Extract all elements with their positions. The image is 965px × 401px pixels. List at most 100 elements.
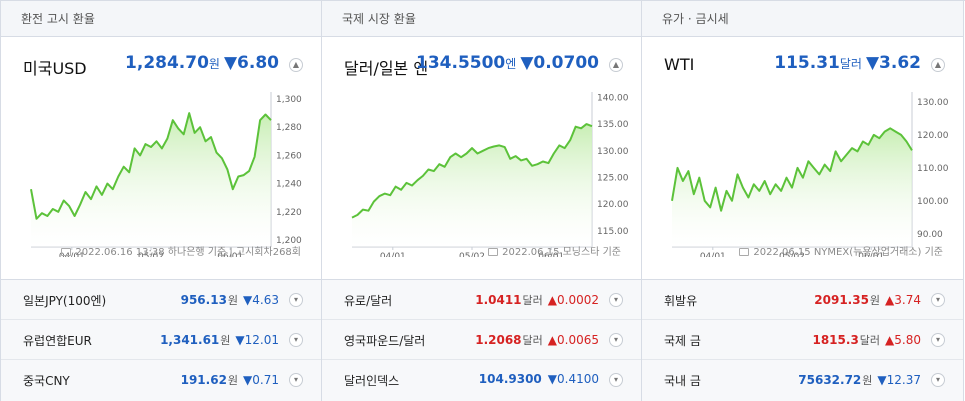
collapse-toggle-icon[interactable]: ▲ (289, 58, 303, 72)
y-tick-label: 100.00 (917, 197, 949, 207)
quote-label[interactable]: 유럽연합EUR (23, 334, 92, 348)
quote-number: 1.0411 (475, 293, 522, 307)
quote-label[interactable]: 영국파운드/달러 (344, 334, 426, 348)
main-change: ▼6.80 (223, 53, 279, 73)
expand-icon[interactable]: ▾ (289, 333, 303, 347)
x-tick-label: 05/02 (779, 252, 805, 257)
source-note: 2022.06.15 NYMEX(뉴욕상업거래소) 기준 (739, 243, 943, 258)
y-tick-label: 130.00 (597, 147, 629, 157)
quote-row[interactable]: 국내 금 75632.72원 ▼12.37 ▾ (642, 360, 963, 401)
quote-value: 1.0411달러 ▲0.0002 (475, 292, 599, 308)
quote-number: 2091.35 (814, 293, 869, 307)
y-tick-label: 120.00 (597, 200, 629, 210)
area-fill (352, 124, 592, 247)
document-icon (488, 248, 499, 256)
series-line (351, 123, 593, 219)
source-text: 2022.06.15 모닝스타 기준 (502, 247, 621, 258)
source-text: 2022.06.16 13:38 하나은행 기준 | 고시회차268회 (75, 247, 301, 258)
quote-label[interactable]: 달러인덱스 (344, 374, 400, 388)
x-tick-label: 06/01 (538, 252, 564, 257)
y-tick-label: 110.00 (917, 164, 949, 174)
collapse-toggle-icon[interactable]: ▲ (609, 58, 623, 72)
quote-row[interactable]: 휘발유 2091.35원 ▲3.74 ▾ (642, 280, 963, 320)
quote-number: 191.62 (180, 373, 227, 387)
quote-number: 956.13 (180, 293, 227, 307)
quote-label[interactable]: 국내 금 (664, 374, 701, 388)
main-value: 134.5500엔 ▼0.0700 (416, 53, 599, 73)
quote-value: 956.13원 ▼4.63 (181, 292, 279, 308)
main-number: 134.5500 (416, 53, 506, 73)
expand-icon[interactable]: ▾ (931, 333, 945, 347)
quote-change: ▼0.71 (243, 373, 279, 387)
main-change: ▼0.0700 (520, 53, 599, 73)
expand-icon[interactable]: ▾ (289, 293, 303, 307)
quote-value: 104.9300 ▼0.4100 (479, 372, 599, 386)
x-tick-label: 04/01 (700, 252, 726, 257)
wti-chart: 130.00 120.00 110.00 100.00 90.00 04/01 05/02 0… (671, 92, 949, 257)
quote-row[interactable]: 유로/달러 1.0411달러 ▲0.0002 ▾ (322, 280, 641, 320)
quote-row[interactable]: 영국파운드/달러 1.2068달러 ▲0.0065 ▾ (322, 320, 641, 360)
quote-label[interactable]: 휘발유 (664, 294, 698, 308)
main-unit: 달러 (839, 57, 862, 71)
quote-change: ▼0.4100 (547, 372, 599, 386)
main-number: 115.31 (774, 53, 840, 73)
x-tick-label: 04/01 (59, 252, 85, 257)
main-panel[interactable]: 달러/일본 엔 134.5500엔 ▼0.0700 ▲ 140.00 135.00 1… (322, 37, 641, 277)
usd-jpy-chart: 140.00 135.00 130.00 125.00 120.00 115.00 04/0… (351, 92, 629, 257)
quote-label[interactable]: 일본JPY(100엔) (23, 294, 107, 308)
quote-number: 1.2068 (475, 333, 522, 347)
main-title[interactable]: 미국USD (23, 59, 87, 78)
source-text: 2022.06.15 NYMEX(뉴욕상업거래소) 기준 (753, 247, 943, 258)
expand-icon[interactable]: ▾ (609, 373, 623, 387)
quote-change: ▲5.80 (885, 333, 921, 347)
quote-row[interactable]: 달러인덱스 104.9300 ▼0.4100 ▾ (322, 360, 641, 401)
document-icon (739, 248, 750, 256)
usd-chart: 1,300 1,280 1,260 1,240 1,220 1,200 04/01 05/02… (30, 92, 302, 257)
quote-unit: 원 (220, 334, 231, 347)
y-tick-label: 1,300 (276, 95, 302, 105)
quote-label[interactable]: 유로/달러 (344, 294, 393, 308)
y-tick-label: 1,200 (276, 236, 302, 246)
column-header: 국제 시장 환율 (322, 1, 641, 37)
collapse-toggle-icon[interactable]: ▲ (931, 58, 945, 72)
quote-row[interactable]: 일본JPY(100엔) 956.13원 ▼4.63 ▾ (1, 280, 321, 320)
main-number: 1,284.70 (125, 53, 209, 73)
quote-number: 75632.72 (798, 373, 862, 387)
y-tick-label: 130.00 (917, 98, 949, 108)
y-tick-label: 125.00 (597, 174, 629, 184)
main-title[interactable]: WTI (664, 55, 695, 74)
quote-label[interactable]: 국제 금 (664, 334, 701, 348)
quote-list: 일본JPY(100엔) 956.13원 ▼4.63 ▾ 유럽연합EUR 1,341.61… (1, 279, 321, 401)
quote-unit: 원 (862, 374, 873, 387)
y-tick-label: 115.00 (597, 227, 629, 237)
quote-value: 1815.3달러 ▲5.80 (812, 332, 921, 348)
quote-unit: 원 (227, 294, 239, 307)
quote-row[interactable]: 중국CNY 191.62원 ▼0.71 ▾ (1, 360, 321, 401)
main-panel[interactable]: 미국USD 1,284.70원 ▼6.80 ▲ 1,300 1,280 1,260 1,… (1, 37, 321, 277)
expand-icon[interactable]: ▾ (931, 373, 945, 387)
x-tick-label: 06/01 (217, 252, 243, 257)
main-title[interactable]: 달러/일본 엔 (344, 59, 429, 78)
expand-icon[interactable]: ▾ (609, 293, 623, 307)
expand-icon[interactable]: ▾ (931, 293, 945, 307)
column-oil-gold: 유가 · 금시세 WTI 115.31달러 ▼3.62 ▲ 130.00 120.0… (642, 1, 964, 401)
quote-number: 104.9300 (478, 372, 542, 386)
expand-icon[interactable]: ▾ (609, 333, 623, 347)
y-tick-label: 135.00 (597, 120, 629, 130)
quote-row[interactable]: 국제 금 1815.3달러 ▲5.80 ▾ (642, 320, 963, 360)
quote-change: ▼4.63 (243, 293, 279, 307)
expand-icon[interactable]: ▾ (289, 373, 303, 387)
quote-value: 75632.72원 ▼12.37 (798, 372, 921, 388)
quote-unit: 달러 (522, 294, 543, 307)
y-tick-label: 120.00 (917, 131, 949, 141)
quote-list: 휘발유 2091.35원 ▲3.74 ▾ 국제 금 1815.3달러 ▲5.80 ▾ 국내 … (642, 279, 963, 401)
quote-unit: 달러 (522, 334, 543, 347)
main-value: 1,284.70원 ▼6.80 (125, 53, 279, 73)
quote-row[interactable]: 유럽연합EUR 1,341.61원 ▼12.01 ▾ (1, 320, 321, 360)
main-panel[interactable]: WTI 115.31달러 ▼3.62 ▲ 130.00 120.00 110.00 10… (642, 37, 963, 277)
main-unit: 원 (208, 57, 220, 71)
column-header: 환전 고시 환율 (1, 1, 321, 37)
quote-change: ▲0.0002 (547, 293, 599, 307)
quote-label[interactable]: 중국CNY (23, 374, 70, 388)
